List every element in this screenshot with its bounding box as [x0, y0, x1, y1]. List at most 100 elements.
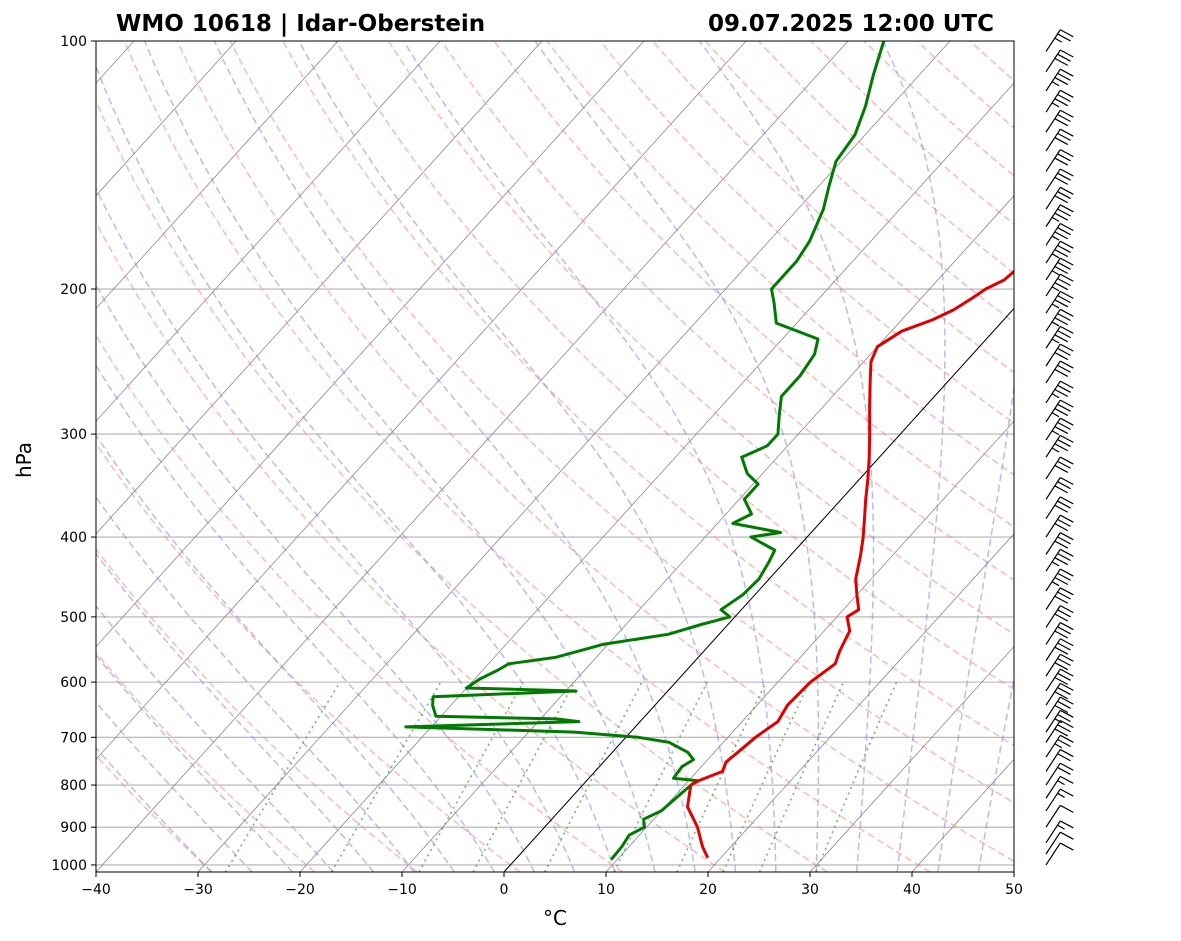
- wind-barb-staff: [1045, 399, 1061, 423]
- wind-barbs: [1045, 29, 1074, 866]
- wind-barb-flag: [1054, 728, 1069, 737]
- wind-barb-half-flag: [1051, 235, 1060, 241]
- wind-barb-staff: [1045, 548, 1061, 572]
- moist-adiabat-line: [698, 41, 875, 872]
- wind-barb-flag: [1057, 312, 1071, 322]
- wind-barb-flag: [1060, 257, 1074, 266]
- wind-barb-flag: [1054, 249, 1069, 258]
- wind-barb-staff: [1045, 683, 1061, 706]
- mixing-ratio-line: [613, 681, 708, 872]
- moist-adiabat-line: [96, 604, 334, 872]
- wind-barb-staff: [1045, 720, 1061, 743]
- isotherm-line: [96, 41, 237, 197]
- wind-barb-half-flag: [1057, 824, 1065, 830]
- wind-barb-flag: [1057, 191, 1071, 200]
- isotherm-line: [809, 645, 1014, 872]
- wind-barb-half-flag: [1057, 780, 1065, 786]
- wind-barb-staff: [1045, 326, 1061, 349]
- wind-barb-flag: [1060, 380, 1074, 389]
- wind-barb-flag: [1060, 222, 1074, 231]
- wind-barb-flag: [1057, 295, 1071, 304]
- wind-barb-staff: [1045, 89, 1061, 113]
- wind-barb-staff: [1045, 29, 1061, 52]
- wind-barb-flag: [1060, 240, 1074, 249]
- wind-barb-flag: [1060, 548, 1074, 557]
- wind-barb-flag: [1057, 724, 1071, 733]
- y-tick-label: 500: [60, 610, 87, 626]
- y-tick-label: 600: [60, 675, 87, 691]
- wind-barb-flag: [1060, 719, 1074, 729]
- isotherm-line: [197, 41, 951, 872]
- dry-adiabat-line: [757, 41, 1014, 274]
- moist-adiabat-line: [96, 654, 294, 872]
- y-tick-label: 300: [60, 427, 87, 443]
- wind-barb-staff: [1045, 514, 1061, 538]
- wind-barb-flag: [1057, 330, 1071, 339]
- wind-barb-staff: [1045, 587, 1061, 610]
- wind-barb-flag: [1054, 389, 1069, 398]
- wind-barb-staff: [1045, 820, 1061, 844]
- wind-barb-flag: [1060, 842, 1074, 851]
- wind-barb-flag: [1060, 204, 1074, 213]
- wind-barb-flag: [1054, 613, 1069, 622]
- dry-adiabat-line: [123, 41, 931, 872]
- wind-barb-flag: [1057, 657, 1071, 667]
- wind-barb-flag: [1054, 576, 1069, 586]
- wind-barb-flag: [1060, 399, 1074, 408]
- wind-barb-staff: [1045, 435, 1061, 458]
- isotherm-line: [707, 533, 1014, 872]
- wind-barb-half-flag: [1051, 412, 1060, 418]
- dry-adiabat-line: [335, 41, 1014, 691]
- wind-barb-flag: [1057, 261, 1071, 270]
- x-tick-label: 20: [699, 882, 717, 898]
- wind-barb-flag: [1057, 153, 1071, 162]
- wind-barb-flag: [1060, 68, 1074, 77]
- wind-barb-flag: [1057, 403, 1071, 412]
- dry-adiabat-line: [96, 99, 828, 872]
- wind-barb-half-flag: [1051, 447, 1060, 453]
- wind-barb-flag: [1054, 352, 1069, 361]
- wind-barb-staff: [1045, 187, 1061, 210]
- wind-barb-flag: [1057, 642, 1071, 651]
- moist-adiabat-line: [96, 495, 415, 872]
- wind-barb-half-flag: [1051, 253, 1060, 259]
- wind-barb-flag: [1060, 749, 1074, 758]
- wind-barb-flag: [1057, 72, 1071, 81]
- thermo-background-lines: [96, 41, 1014, 872]
- wind-barb-flag: [1060, 788, 1074, 797]
- dry-adiabat-line: [229, 41, 1014, 804]
- wind-barb-staff: [1045, 109, 1061, 133]
- wind-barb-flag: [1057, 500, 1071, 509]
- wind-barb-half-flag: [1051, 303, 1060, 309]
- dry-adiabat-line: [387, 41, 1014, 636]
- wind-barb-flag: [1054, 557, 1069, 566]
- x-tick-label: 0: [500, 882, 509, 898]
- wind-barb-staff: [1045, 568, 1061, 592]
- wind-barb-staff: [1045, 668, 1061, 692]
- wind-barb-staff: [1045, 532, 1061, 555]
- temperature-profile-line: [686, 269, 1014, 859]
- wind-barb-staff: [1045, 622, 1061, 645]
- wind-barb-staff: [1045, 380, 1061, 404]
- wind-barb-flag: [1057, 572, 1071, 581]
- wind-barb-flag: [1060, 532, 1074, 541]
- wind-barb-flag: [1057, 227, 1071, 236]
- wind-barb-flag: [1054, 523, 1069, 532]
- wind-barb-half-flag: [1051, 286, 1060, 292]
- wind-barb-flag: [1060, 696, 1074, 705]
- wind-barb-half-flag: [1051, 216, 1060, 222]
- x-tick-label: −40: [81, 882, 111, 898]
- y-tick-label: 700: [60, 730, 87, 746]
- dry-adiabat-line: [96, 220, 726, 872]
- wind-barb-staff: [1045, 735, 1061, 758]
- wind-barb-flag: [1057, 591, 1071, 600]
- dry-adiabat-line: [282, 41, 1014, 747]
- wind-barb-half-flag: [1057, 792, 1065, 798]
- wind-barb-flag: [1054, 231, 1069, 240]
- wind-barb-flag: [1057, 672, 1071, 681]
- wind-barb-flag: [1060, 653, 1074, 662]
- wind-barb-staff: [1045, 696, 1061, 720]
- wind-barb-flag: [1060, 622, 1074, 631]
- wind-barb-flag: [1060, 149, 1074, 158]
- wind-barb-flag: [1054, 176, 1069, 185]
